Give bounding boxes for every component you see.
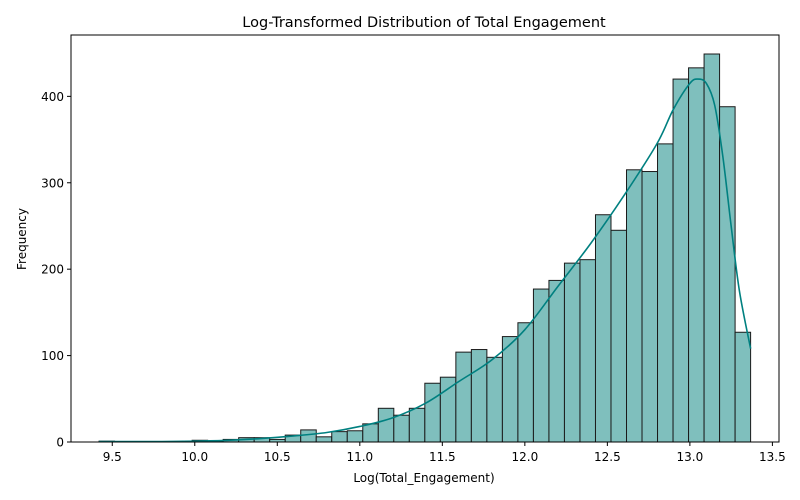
x-tick-label: 12.0 bbox=[511, 450, 538, 464]
histogram-bar bbox=[734, 331, 752, 443]
bars-group bbox=[98, 53, 752, 443]
x-tick-label: 13.5 bbox=[759, 450, 786, 464]
x-tick-label: 11.0 bbox=[346, 450, 373, 464]
kde-curve bbox=[99, 78, 752, 443]
y-tick-label: 0 bbox=[56, 436, 64, 450]
plot-frame bbox=[70, 34, 780, 443]
histogram-bar bbox=[657, 143, 674, 443]
histogram-bar bbox=[377, 407, 395, 443]
y-tick-label: 300 bbox=[41, 176, 64, 190]
histogram-bar bbox=[563, 262, 581, 443]
y-axis-label: Frequency bbox=[15, 208, 29, 270]
histogram-bar bbox=[548, 279, 565, 443]
histogram-bar bbox=[626, 169, 643, 443]
histogram-bar bbox=[703, 53, 721, 443]
y-axis-ticks: 0 100 200 300 400 bbox=[41, 90, 71, 450]
x-tick-label: 11.5 bbox=[429, 450, 456, 464]
histogram-bar bbox=[641, 171, 659, 443]
x-axis-ticks: 9.5 10.0 10.5 11.0 11.5 12.0 12.5 13.0 13.5 bbox=[103, 442, 786, 464]
histogram-bar bbox=[672, 78, 690, 443]
histogram-bar bbox=[393, 414, 410, 443]
histogram-bar bbox=[486, 356, 503, 443]
histogram-bar bbox=[346, 430, 364, 443]
x-tick-label: 10.5 bbox=[264, 450, 291, 464]
x-tick-label: 12.5 bbox=[594, 450, 621, 464]
x-tick-label: 13.0 bbox=[677, 450, 704, 464]
histogram-bar bbox=[719, 106, 736, 443]
histogram-bar bbox=[532, 288, 550, 443]
histogram-bar bbox=[315, 436, 333, 443]
chart-title: Log-Transformed Distribution of Total En… bbox=[242, 15, 606, 31]
x-axis-label: Log(Total_Engagement) bbox=[353, 471, 494, 485]
histogram-bar bbox=[424, 382, 441, 443]
histogram-bar bbox=[688, 67, 705, 443]
y-tick-label: 200 bbox=[41, 263, 64, 277]
histogram-bar bbox=[408, 407, 426, 443]
histogram-bar bbox=[610, 229, 627, 443]
histogram-bar bbox=[594, 214, 612, 443]
x-tick-label: 9.5 bbox=[103, 450, 122, 464]
histogram-bar bbox=[300, 429, 317, 443]
x-tick-label: 10.0 bbox=[181, 450, 208, 464]
histogram-bar bbox=[439, 376, 457, 443]
histogram-bar bbox=[362, 423, 379, 443]
y-tick-label: 400 bbox=[41, 90, 64, 104]
histogram-bar bbox=[470, 349, 488, 443]
histogram-bar bbox=[501, 336, 519, 443]
histogram-bar bbox=[579, 259, 596, 443]
histogram-bar bbox=[455, 351, 472, 443]
histogram-bar bbox=[331, 431, 348, 443]
histogram-bar bbox=[517, 322, 534, 443]
y-tick-label: 100 bbox=[41, 349, 64, 363]
